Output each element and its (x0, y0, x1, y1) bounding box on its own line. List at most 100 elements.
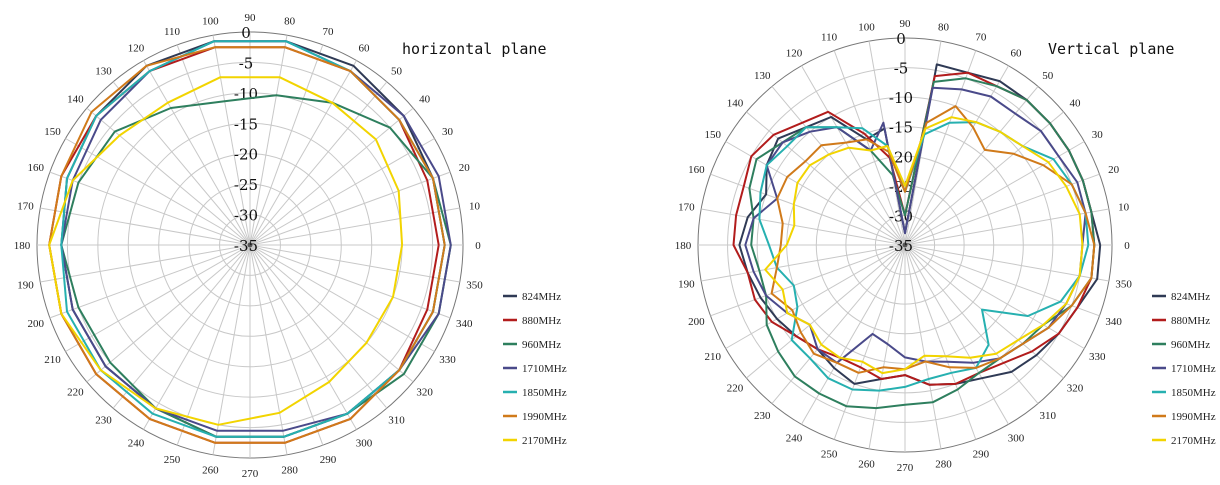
legend-label: 824MHz (522, 291, 561, 303)
grid-spoke (833, 50, 906, 246)
grid-spoke (249, 244, 324, 446)
radial-tick-label: -35 (889, 237, 913, 255)
angle-tick-label: 50 (1042, 70, 1054, 82)
center-dot (902, 242, 908, 248)
grid-spoke (904, 244, 1109, 282)
grid-spoke (212, 35, 251, 246)
grid-spoke (249, 244, 435, 352)
grid-spoke (725, 244, 906, 349)
angle-tick-label: 350 (1115, 279, 1132, 291)
series-line-1710MHz (744, 86, 1087, 364)
grid-spoke (771, 244, 906, 404)
angle-tick-label: 70 (975, 31, 987, 43)
angle-tick-label: 200 (688, 316, 705, 328)
angle-tick-label: 90 (900, 18, 912, 30)
radial-tick-label: 0 (896, 30, 906, 48)
angle-tick-label: 320 (1067, 383, 1084, 395)
angle-tick-label: 160 (688, 164, 705, 176)
radial-tick-label: -30 (234, 207, 258, 225)
radial-tick-label: -25 (234, 176, 258, 194)
grid-spoke (710, 244, 906, 317)
grid-spoke (176, 44, 251, 246)
legend-label: 880MHz (522, 315, 561, 327)
angle-tick-label: 30 (442, 126, 454, 138)
legend-label: 2170MHz (1171, 435, 1216, 447)
angle-tick-label: 220 (67, 387, 84, 399)
angle-tick-label: 180 (14, 240, 31, 252)
legend-label: 1990MHz (522, 411, 567, 423)
angle-tick-label: 240 (786, 432, 803, 444)
grid-spoke (40, 207, 251, 246)
grid-spoke (904, 244, 1039, 404)
legend-label: 880MHz (1171, 315, 1210, 327)
grid-spoke (249, 244, 357, 430)
grid-spoke (904, 111, 1064, 246)
angle-tick-label: 10 (1118, 201, 1130, 213)
grid-spoke (249, 138, 435, 246)
grid-spoke (771, 86, 906, 246)
angle-tick-label: 290 (973, 449, 990, 461)
grid-spoke (868, 244, 906, 449)
legend-label: 1850MHz (1171, 387, 1216, 399)
grid-spoke (701, 244, 906, 282)
angle-tick-label: 310 (388, 415, 405, 427)
angle-tick-label: 80 (938, 21, 950, 33)
radial-tick-label: -5 (894, 60, 909, 78)
angle-tick-label: 310 (1039, 410, 1056, 422)
grid-spoke (249, 244, 414, 383)
vertical-plane-chart: 0 10 20 30 40 50 60 70 80 90 100 110 120 130 140 150 160… (675, 18, 1216, 474)
angle-tick-label: 210 (704, 351, 721, 363)
grid-spoke (801, 65, 906, 246)
series-line-960MHz (748, 77, 1096, 410)
angle-tick-label: 280 (281, 465, 298, 477)
grid-spoke (904, 208, 1109, 246)
grid-spoke (746, 244, 906, 379)
angle-tick-label: 60 (359, 43, 371, 55)
angle-tick-label: 230 (754, 410, 771, 422)
angle-tick-label: 290 (320, 454, 337, 466)
legend-label: 824MHz (1171, 291, 1210, 303)
grid-spoke (746, 111, 906, 246)
grid-spoke (249, 207, 460, 246)
grid-spoke (904, 244, 1085, 349)
angle-tick-label: 350 (466, 280, 483, 292)
series-line-1990MHz (770, 105, 1096, 374)
grid-spoke (249, 244, 388, 409)
radial-tick-label: -35 (234, 237, 258, 255)
angle-tick-label: 270 (242, 468, 259, 480)
grid-spoke (249, 244, 460, 283)
grid-spoke (86, 244, 251, 383)
angle-tick-label: 30 (1092, 129, 1104, 141)
grid-spoke (49, 171, 251, 246)
series-line-2170MHz (764, 116, 1084, 375)
angle-tick-label: 230 (95, 415, 112, 427)
angle-tick-label: 130 (95, 65, 112, 77)
angle-tick-label: 330 (439, 354, 456, 366)
angle-tick-label: 250 (821, 449, 838, 461)
angle-tick-label: 190 (678, 279, 695, 291)
angle-tick-label: 40 (1070, 97, 1082, 109)
grid-spoke (176, 244, 251, 446)
radial-tick-label: -15 (889, 119, 913, 137)
radial-tick-label: -20 (234, 146, 258, 164)
angle-tick-label: 330 (1089, 351, 1106, 363)
angle-tick-label: 170 (17, 200, 34, 212)
polar-grid (36, 31, 464, 459)
angle-tick-label: 150 (704, 129, 721, 141)
angle-tick-label: 210 (44, 354, 61, 366)
grid-spoke (904, 244, 1064, 379)
angle-tick-label: 20 (459, 162, 471, 174)
angle-tick-label: 160 (28, 162, 45, 174)
angle-tick-label: 140 (727, 97, 744, 109)
grid-spoke (40, 244, 251, 283)
grid-spoke (249, 244, 451, 319)
grid-spoke (112, 81, 251, 246)
angle-tick-label: 340 (1105, 316, 1122, 328)
polar-grid (697, 37, 1113, 453)
legend-label: 1710MHz (1171, 363, 1216, 375)
angle-tick-label: 110 (164, 26, 181, 38)
legend-label: 960MHz (1171, 339, 1210, 351)
angle-tick-label: 80 (284, 15, 296, 27)
angle-tick-label: 180 (675, 240, 692, 252)
